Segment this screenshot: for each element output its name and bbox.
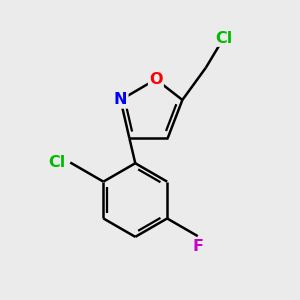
Text: Cl: Cl [215, 31, 232, 46]
Text: F: F [192, 239, 203, 254]
Text: Cl: Cl [49, 155, 66, 170]
Text: N: N [114, 92, 127, 107]
Text: O: O [149, 72, 163, 87]
